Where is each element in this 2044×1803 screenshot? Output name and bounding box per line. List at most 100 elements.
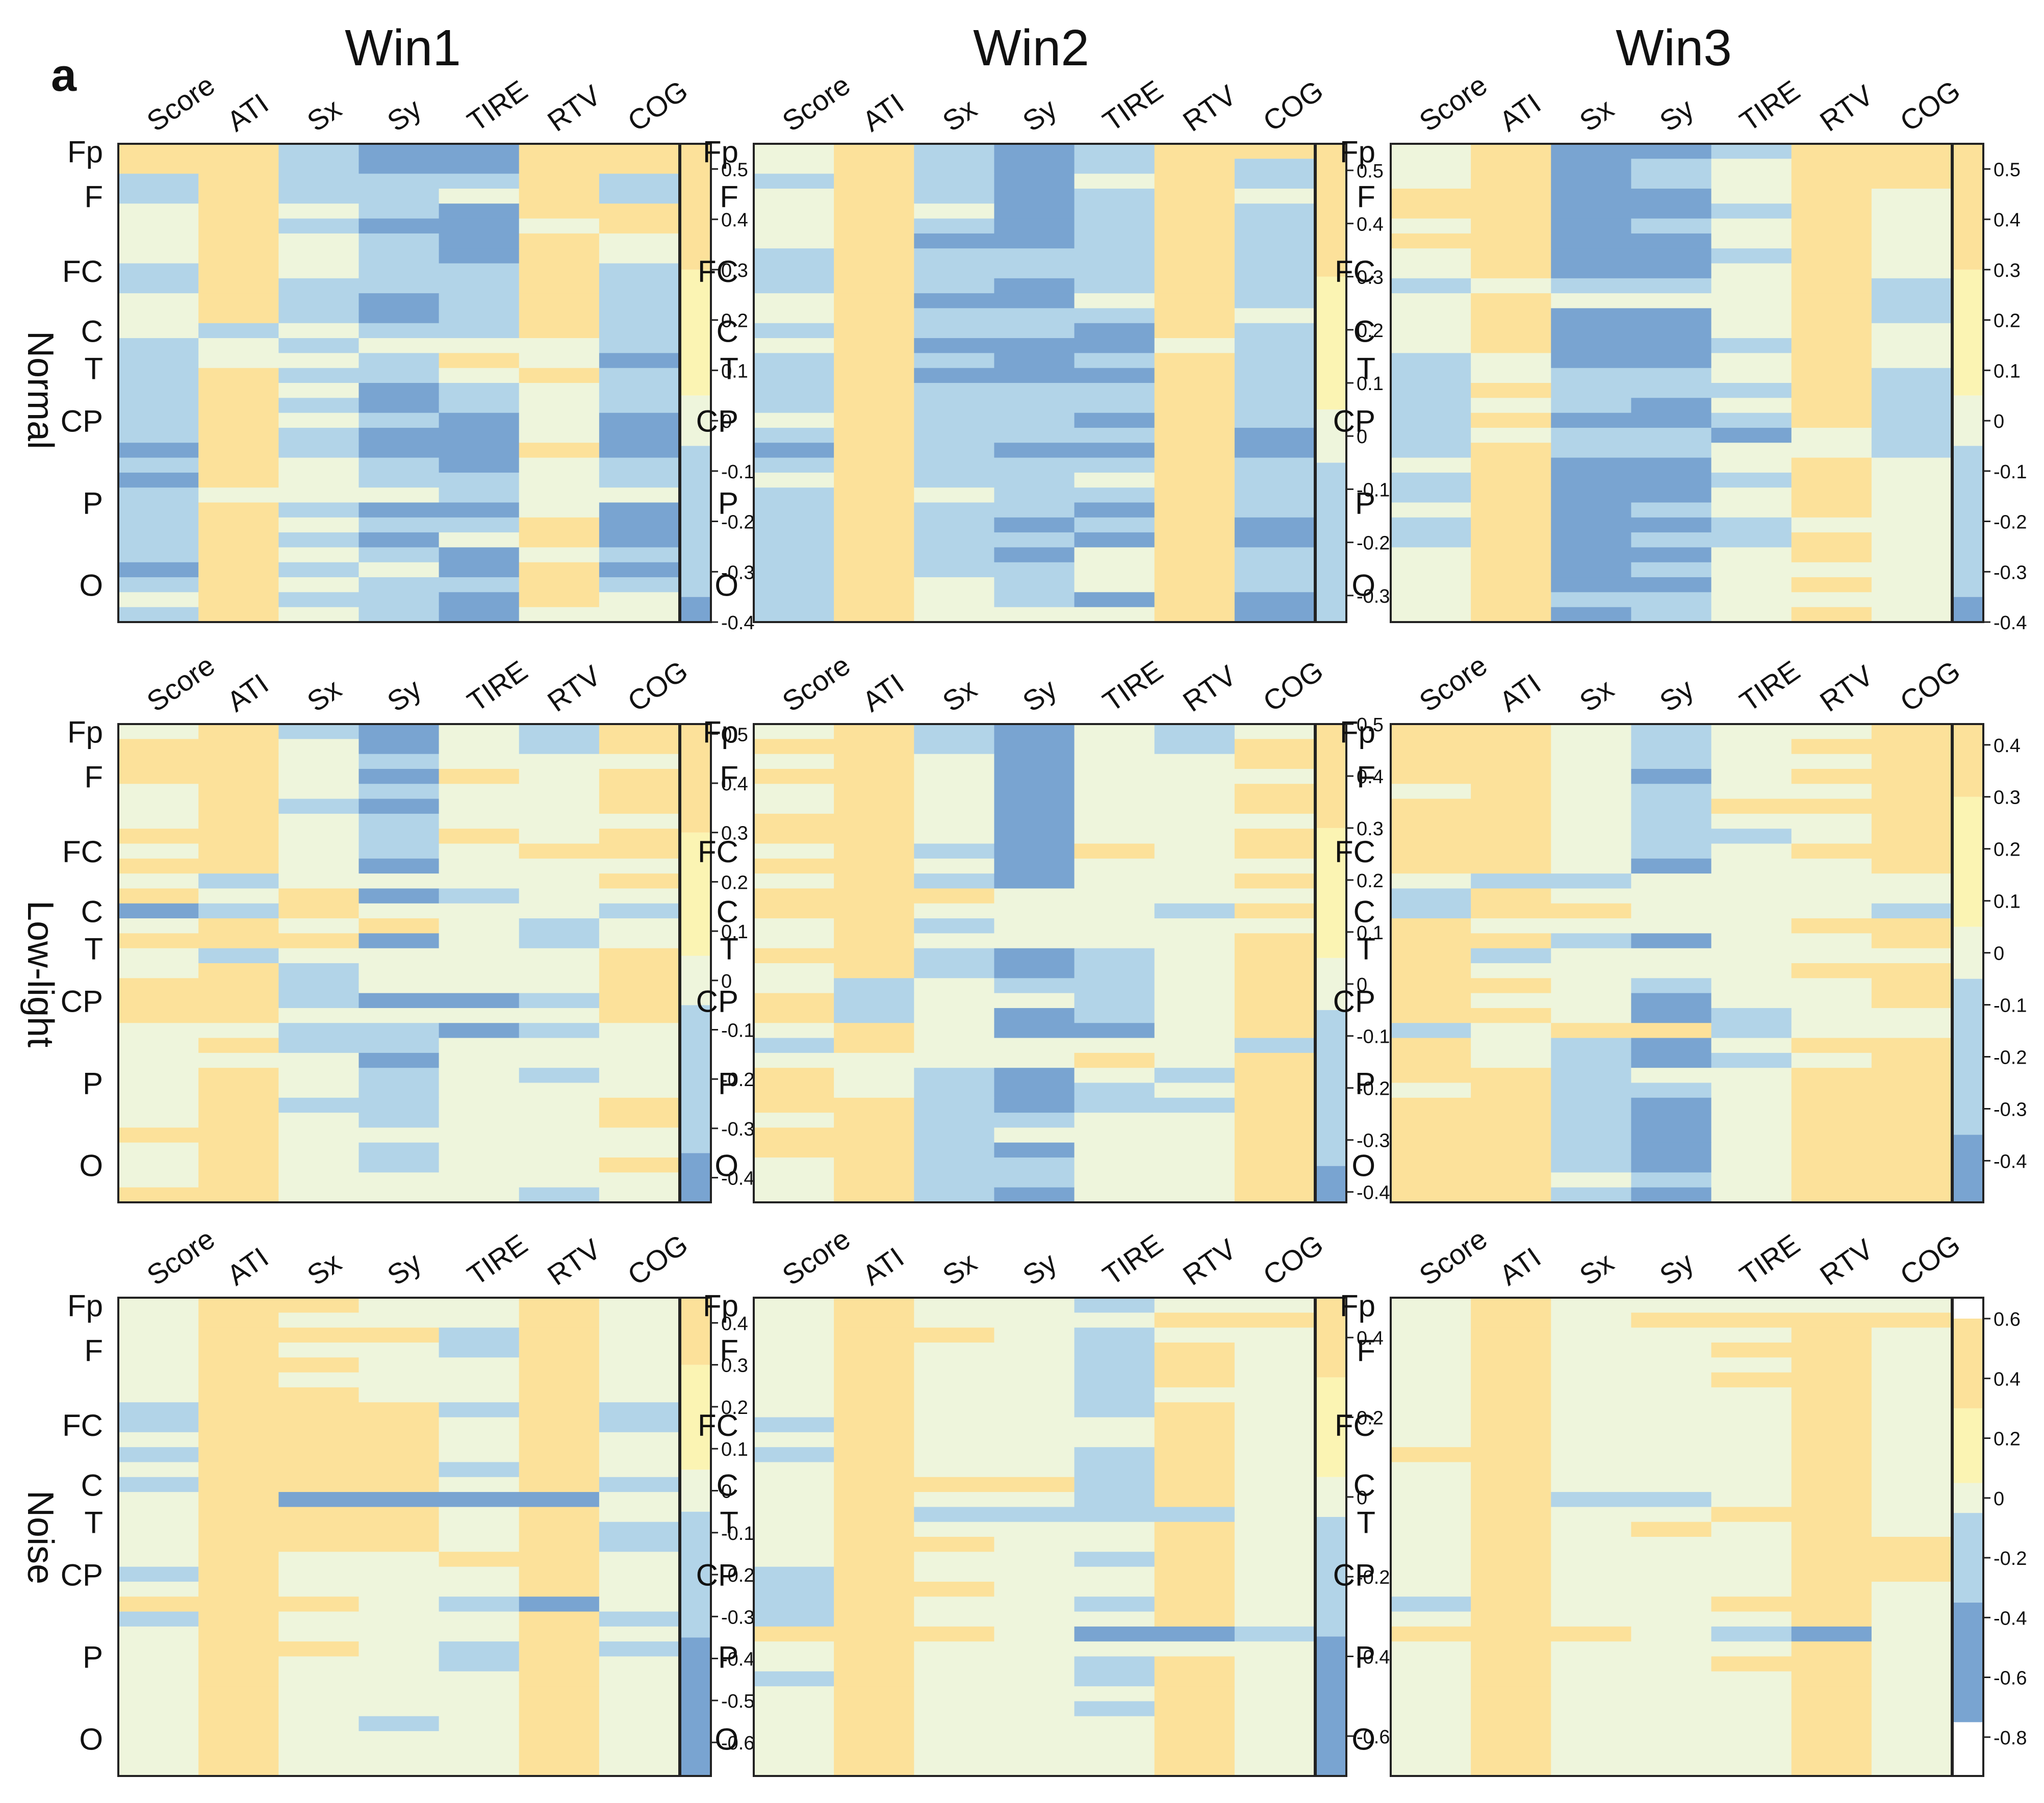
cell-low-light-win1-r0-ati [198,724,279,739]
cell-low-light-win1-r0-tire [439,724,520,739]
cell-low-light-win1-r17-sx [278,978,360,994]
cell-low-light-win1-r11-ati [198,888,279,904]
cell-low-light-win3-r14-rtv [1791,933,1872,949]
cell-low-light-win2-r6-score [754,813,834,829]
cell-noise-win2-r19-score [754,1581,834,1597]
cell-low-light-win2-r13-score [754,918,834,934]
cell-normal-win2-r13-rtv [1154,338,1235,353]
cell-noise-win1-r6-rtv [519,1387,600,1403]
cell-low-light-win2-r22-sy [994,1052,1075,1068]
cell-normal-win1-r16-ati [198,383,279,398]
cell-normal-win3-r4-score [1391,203,1471,219]
cell-noise-win2-r1-score [754,1312,834,1328]
metric-label-low-light-win3-sx: Sx [1574,673,1620,718]
cell-noise-win3-r23-sy [1631,1641,1712,1657]
cell-normal-win3-r25-cog [1871,517,1952,533]
cell-normal-win2-r6-sy [994,233,1075,249]
cell-normal-win2-r3-tire [1074,188,1155,204]
cell-low-light-win1-r17-score [118,978,199,994]
metric-label-low-light-win2-tire: TIRE [1097,654,1169,718]
colorbar-tick-label-noise-win3--0-8: -0.8 [1994,1728,2027,1749]
cell-low-light-win2-r8-sy [994,843,1075,859]
region-label-low-light-win2-p: P [718,1067,738,1101]
cell-noise-win2-r4-tire [1074,1357,1155,1373]
colorbar-band-normal-win1-2 [680,395,711,446]
cell-low-light-win2-r10-tire [1074,873,1155,889]
cell-low-light-win3-r27-tire [1711,1127,1792,1143]
cell-low-light-win3-r9-cog [1871,858,1952,874]
cell-normal-win3-r8-sy [1631,263,1712,279]
cell-normal-win3-r7-score [1391,248,1471,264]
cell-noise-win2-r24-sx [914,1656,995,1672]
cell-low-light-win2-r24-cog [1234,1083,1315,1098]
cell-low-light-win3-r10-sx [1551,873,1632,889]
cell-normal-win3-r19-sx [1551,427,1632,443]
cell-noise-win2-r13-sy [994,1492,1075,1507]
cell-low-light-win3-r28-tire [1711,1142,1792,1158]
cell-low-light-win2-r25-rtv [1154,1097,1235,1113]
cell-low-light-win3-r5-score [1391,799,1471,814]
cell-low-light-win3-r27-cog [1871,1127,1952,1143]
cell-normal-win1-r2-rtv [519,173,600,189]
metric-label-noise-win2-sy: Sy [1017,1246,1063,1292]
cell-noise-win1-r3-sx [278,1342,360,1358]
cell-normal-win2-r12-sx [914,323,995,339]
cell-low-light-win3-r30-tire [1711,1172,1792,1188]
cell-noise-win3-r29-cog [1871,1731,1952,1746]
cell-low-light-win3-r16-sy [1631,963,1712,978]
cell-normal-win1-r28-tire [439,562,520,578]
cell-normal-win2-r15-rtv [1154,368,1235,383]
cell-low-light-win1-r2-sx [278,754,360,769]
cell-low-light-win3-r2-cog [1871,754,1952,769]
cell-noise-win2-r22-sy [994,1626,1075,1642]
cell-normal-win1-r13-tire [439,338,520,353]
cell-noise-win2-r13-cog [1234,1492,1315,1507]
cell-noise-win2-r14-cog [1234,1507,1315,1523]
cell-low-light-win1-r4-tire [439,784,520,800]
cell-low-light-win3-r3-sy [1631,768,1712,784]
cell-noise-win1-r3-score [118,1342,199,1358]
cell-low-light-win1-r30-tire [439,1172,520,1188]
cell-low-light-win2-r10-sx [914,873,995,889]
cell-noise-win1-r13-sy [359,1492,440,1507]
cell-normal-win1-r15-sx [278,368,360,383]
colorbar-tick-label-normal-win1--0-3: -0.3 [721,562,754,583]
cell-noise-win1-r17-rtv [519,1552,600,1567]
cell-normal-win2-r14-rtv [1154,353,1235,369]
cell-noise-win1-r12-tire [439,1477,520,1492]
cell-noise-win2-r19-cog [1234,1581,1315,1597]
metric-label-low-light-win3-rtv: RTV [1814,659,1879,718]
cell-normal-win2-r15-sy [994,368,1075,383]
colorbar-tick-label-normal-win3--0-3: -0.3 [1994,562,2027,583]
cell-low-light-win3-r25-tire [1711,1097,1792,1113]
cell-noise-win1-r5-cog [599,1372,680,1388]
cell-normal-win2-r30-cog [1234,592,1315,608]
cell-noise-win1-r21-sx [278,1611,360,1627]
cell-noise-win3-r25-score [1391,1671,1471,1687]
region-label-low-light-win2-c: C [717,894,738,929]
cell-noise-win3-r17-cog [1871,1552,1952,1567]
cell-normal-win3-r2-ati [1471,173,1551,189]
cell-normal-win2-r3-score [754,188,834,204]
colorbar-band-low-light-win3-0 [1953,1135,1983,1202]
colorbar-tick-label-noise-win3-0-2: 0.2 [1994,1429,2021,1450]
cell-noise-win1-r19-ati [198,1581,279,1597]
cell-normal-win2-r14-tire [1074,353,1155,369]
cell-normal-win1-r18-sx [278,413,360,428]
cell-noise-win1-r14-sx [278,1507,360,1523]
colorbar-band-normal-win3-3 [1953,269,1983,396]
cell-noise-win1-r17-ati [198,1552,279,1567]
region-label-low-light-win1-cp: CP [61,984,103,1018]
cell-noise-win2-r23-ati [834,1641,914,1657]
cell-low-light-win1-r14-sy [359,933,440,949]
cell-normal-win2-r29-sx [914,577,995,593]
cell-low-light-win2-r0-score [754,724,834,739]
cell-low-light-win3-r1-sx [1551,739,1632,755]
cell-low-light-win1-r26-tire [439,1113,520,1128]
cell-normal-win3-r16-ati [1471,383,1551,398]
colorbar-tick-label-noise-win2--0-2: -0.2 [1357,1567,1390,1588]
cell-noise-win1-r11-sy [359,1462,440,1478]
cell-noise-win2-r10-score [754,1447,834,1463]
cell-low-light-win3-r20-sy [1631,1023,1712,1039]
cell-noise-win3-r4-score [1391,1357,1471,1373]
